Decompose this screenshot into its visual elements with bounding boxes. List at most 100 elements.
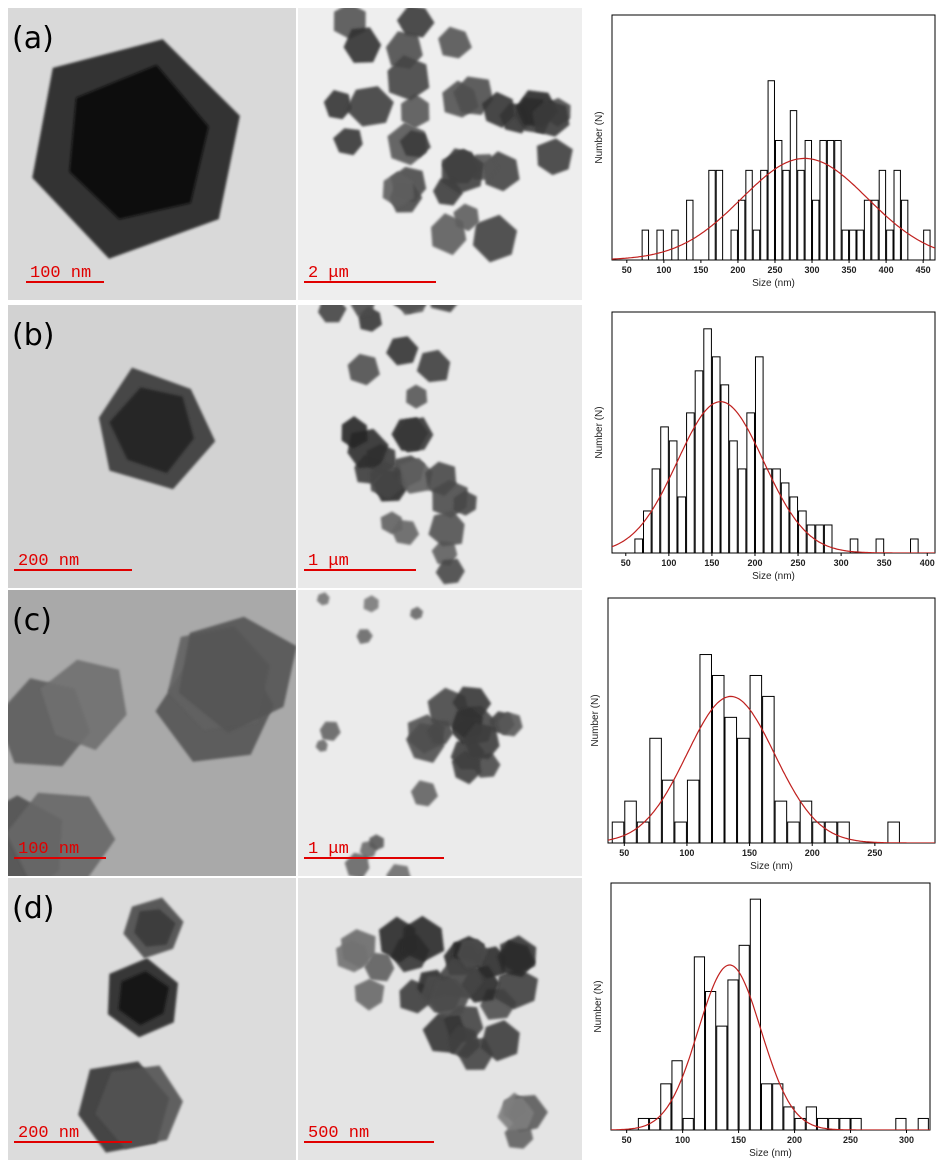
micrograph xyxy=(8,878,296,1160)
histogram-bar xyxy=(737,199,746,260)
histogram-bar xyxy=(749,674,763,843)
particle xyxy=(40,659,127,751)
particle xyxy=(396,8,435,38)
scale-bar-label: 1 μm xyxy=(308,840,349,859)
particle xyxy=(451,750,482,785)
scale-bar-label: 200 nm xyxy=(18,552,79,571)
micrograph xyxy=(8,305,296,588)
x-tick-label: 200 xyxy=(747,558,762,568)
histogram-bar xyxy=(693,956,706,1130)
histogram-bar xyxy=(703,328,712,553)
histogram-bar xyxy=(849,229,857,260)
histogram-bar xyxy=(895,1117,907,1130)
y-axis-label: Number (N) xyxy=(594,406,605,458)
x-tick-label: 150 xyxy=(742,848,757,858)
y-axis-label: Number (N) xyxy=(593,980,604,1032)
histogram-bar xyxy=(711,674,725,843)
histogram-bar xyxy=(799,800,813,843)
micrograph xyxy=(298,590,582,876)
histogram-bar xyxy=(763,468,773,553)
x-tick-label: 150 xyxy=(704,558,719,568)
histogram-bar xyxy=(875,538,885,553)
particle xyxy=(347,353,380,386)
particle xyxy=(386,864,411,876)
fit-curve xyxy=(612,401,935,553)
y-axis-label: Number (N) xyxy=(594,111,605,163)
particle xyxy=(345,86,394,127)
histogram-bar xyxy=(746,412,755,553)
histogram-bar xyxy=(917,1117,929,1130)
scale-bar-label: 1 μm xyxy=(308,552,349,571)
scale-bar-label: 200 nm xyxy=(18,1124,79,1143)
micrograph xyxy=(8,590,296,876)
particle xyxy=(336,939,370,973)
histogram-bar xyxy=(752,229,761,260)
histogram-bar xyxy=(694,370,704,553)
histogram-bar xyxy=(760,169,768,260)
particle xyxy=(319,721,341,741)
y-axis-label: Number (N) xyxy=(590,694,601,746)
x-tick-label: 450 xyxy=(916,265,931,275)
x-tick-label: 200 xyxy=(805,848,820,858)
particle xyxy=(494,968,538,1010)
histogram-bar xyxy=(737,737,750,843)
histogram-bar xyxy=(910,538,919,553)
histogram-bar xyxy=(812,821,825,843)
scale-bar-label: 2 μm xyxy=(308,264,349,283)
plot-area xyxy=(608,654,935,843)
histogram-bar xyxy=(805,1106,817,1130)
particle xyxy=(387,55,430,101)
plot-area xyxy=(612,80,935,260)
x-tick-label: 200 xyxy=(787,1135,802,1145)
histogram-bar xyxy=(783,1106,795,1130)
particle xyxy=(399,130,431,158)
histogram-bar xyxy=(745,169,753,260)
histogram-bar xyxy=(886,229,894,260)
particle xyxy=(369,460,403,500)
particle xyxy=(441,148,484,194)
histogram-bar xyxy=(774,800,788,843)
histogram-bar xyxy=(780,482,790,553)
particle xyxy=(364,952,395,982)
micrograph xyxy=(298,878,582,1160)
histogram-bar xyxy=(772,1083,784,1130)
particle xyxy=(402,915,445,962)
particle xyxy=(438,26,472,59)
particle xyxy=(95,1065,183,1149)
histogram-bar xyxy=(787,821,800,843)
particle xyxy=(323,90,352,120)
histogram-bar xyxy=(711,356,721,553)
x-tick-label: 300 xyxy=(899,1135,914,1145)
histogram-bar xyxy=(772,468,781,553)
x-tick-label: 350 xyxy=(877,558,892,568)
histogram-bar xyxy=(729,440,738,553)
micrograph xyxy=(298,305,582,588)
histogram-bar xyxy=(834,139,842,260)
histogram-bar xyxy=(634,538,644,553)
histogram-bar xyxy=(798,510,807,553)
particle xyxy=(8,792,116,876)
x-axis-label: Size (nm) xyxy=(752,278,795,289)
x-tick-label: 250 xyxy=(867,848,882,858)
particle xyxy=(416,349,451,383)
particle xyxy=(316,592,330,606)
particle xyxy=(448,1025,481,1059)
micrograph-background xyxy=(298,8,582,300)
histogram-bar xyxy=(724,716,738,843)
fit-curve xyxy=(612,157,935,260)
particle xyxy=(430,305,457,313)
particle xyxy=(354,978,385,1011)
histogram-bar xyxy=(871,199,879,260)
particle xyxy=(453,203,480,232)
histogram-bar xyxy=(674,821,687,843)
histogram-bar xyxy=(797,169,805,260)
particle xyxy=(369,834,384,851)
particle xyxy=(397,457,433,494)
histogram-bar xyxy=(682,1117,694,1130)
x-tick-label: 100 xyxy=(675,1135,690,1145)
histogram-bar xyxy=(686,779,700,843)
histogram-bar xyxy=(660,426,669,553)
particle xyxy=(428,510,465,547)
histogram-bar xyxy=(671,1060,683,1130)
x-axis-label: Size (nm) xyxy=(749,1148,792,1159)
